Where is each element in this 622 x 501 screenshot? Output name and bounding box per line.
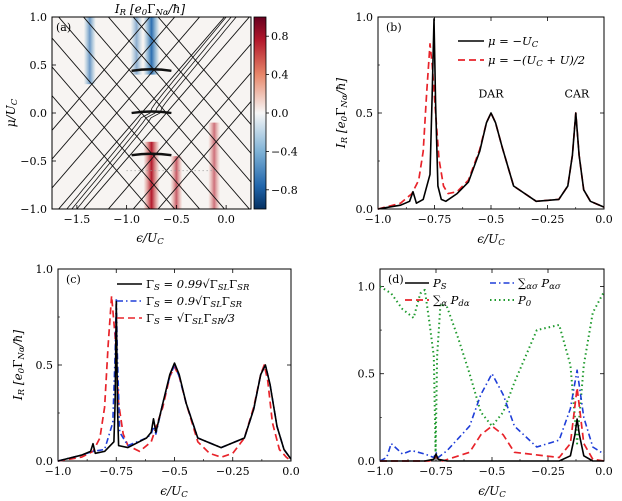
d-xlabel: ϵ/UC	[478, 484, 506, 500]
c-xlabel: ϵ/UC	[160, 484, 188, 500]
b-annotation-car: CAR	[565, 88, 590, 101]
c-xtick-label: −0.25	[216, 465, 250, 478]
c-series-black	[57, 300, 292, 462]
c-xtick-label: −0.75	[99, 465, 133, 478]
c-xtick-label: 0.0	[282, 465, 300, 478]
a-heatmap-layer	[52, 17, 251, 209]
c-ytick-label: 1.0	[36, 263, 54, 276]
a-colorbar-label: 0.8	[271, 30, 289, 43]
a-colorbar-label: 0.4	[271, 69, 289, 82]
a-level-curve	[76, 17, 237, 209]
a-colorbar-label: 0.0	[271, 107, 289, 120]
b-xtick-label: 0.0	[595, 213, 613, 226]
b-ytick-label: 1.0	[356, 11, 374, 24]
b-xlabel: ϵ/UC	[477, 232, 505, 248]
b-legend-label-0: μ = −UC	[488, 34, 539, 50]
a-xtick-label: 0.0	[217, 213, 235, 226]
a-colorbar-label: −0.8	[271, 184, 298, 197]
a-ytick-label: 0.0	[30, 107, 48, 120]
d-xtick-label: −0.5	[479, 465, 506, 478]
c-ytick-label: 0.5	[36, 359, 54, 372]
c-ytick-label: 0.0	[36, 455, 54, 468]
a-heatmap-band	[208, 122, 221, 209]
a-level-line	[107, 17, 251, 183]
a-ytick-label: 0.5	[30, 59, 48, 72]
a-level-curve	[71, 17, 232, 209]
a-level-curve-bold	[131, 110, 172, 115]
b-xtick-label: −0.75	[418, 213, 452, 226]
a-level-curve-bold	[131, 68, 172, 72]
a-xlabel: ϵ/UC	[136, 231, 164, 247]
b-ylabel: IR [e0ΓNα/ħ]	[334, 78, 350, 149]
a-ytick-label: −0.5	[20, 155, 47, 168]
b-ytick-label: 0.0	[356, 203, 374, 216]
a-level-line	[132, 17, 251, 155]
a-title: IR [e0ΓNα/ħ]	[114, 2, 185, 18]
d-series-green-dotted	[379, 285, 605, 454]
c-xtick-label: −0.5	[161, 465, 188, 478]
b-ytick-label: 0.5	[356, 107, 374, 120]
b-legend-label-1: μ = −(UC + U)/2	[488, 53, 585, 69]
d-xtick-label: −0.25	[531, 465, 565, 478]
b-xtick-label: −0.25	[531, 213, 565, 226]
a-colorbar-label: −0.4	[271, 145, 298, 158]
b-annotation-dar: DAR	[478, 88, 504, 101]
a-level-line	[52, 66, 176, 209]
a-level-line	[52, 95, 151, 209]
d-legend-label-1: ∑α Pdα	[433, 293, 470, 309]
d-xtick-label: −1.0	[367, 465, 394, 478]
d-series-blue-dashdot	[379, 369, 605, 462]
a-level-line	[52, 37, 201, 209]
a-heatmap-band	[143, 17, 160, 75]
b-panel-label: (b)	[386, 21, 402, 34]
d-series-black	[380, 418, 604, 462]
a-ylabel: μ/UC	[4, 98, 20, 127]
d-xtick-label: 0.0	[595, 465, 613, 478]
a-heatmap-band	[83, 17, 96, 85]
d-legend-label-3: P0	[517, 293, 532, 309]
a-xtick-label: −1.5	[64, 213, 91, 226]
d-legend-label-2: ∑ασ Pασ	[518, 276, 561, 292]
c-legend-label-0: ΓS = 0.99√ΓSLΓSR	[146, 277, 250, 293]
d-xtick-label: −0.75	[419, 465, 453, 478]
a-heatmap-band	[130, 17, 143, 75]
a-ytick-label: −1.0	[20, 203, 47, 216]
d-axes-frame	[379, 268, 605, 462]
a-level-curve-bold	[131, 152, 172, 157]
b-xtick-label: −1.0	[365, 213, 392, 226]
d-panel-label: (d)	[388, 273, 404, 286]
d-ytick-label: 0.5	[358, 368, 376, 381]
c-ylabel: IR [e0ΓNα/ħ]	[11, 330, 27, 401]
a-level-line	[157, 17, 251, 126]
a-ytick-label: 1.0	[30, 11, 48, 24]
a-level-curve	[66, 17, 227, 209]
b-series-black	[377, 18, 605, 210]
d-ytick-label: 0.0	[358, 455, 376, 468]
a-panel-label: (a)	[56, 21, 71, 34]
b-xtick-label: −0.5	[478, 213, 505, 226]
a-xtick-label: −0.5	[163, 213, 190, 226]
a-xtick-label: −1.0	[113, 213, 140, 226]
c-legend-label-1: ΓS = 0.9√ΓSLΓSR	[146, 294, 243, 310]
c-xtick-label: −1.0	[45, 465, 72, 478]
c-panel-label: (c)	[66, 273, 81, 286]
d-legend-label-0: PS	[432, 276, 447, 292]
a-colorbar	[253, 16, 267, 210]
d-ytick-label: 1.0	[358, 280, 376, 293]
c-legend-label-2: ΓS = √ΓSLΓSR/3	[146, 311, 235, 327]
